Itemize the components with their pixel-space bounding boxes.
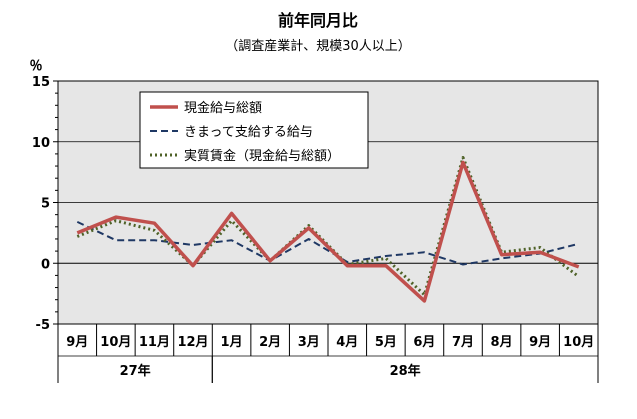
chart-subtitle: （調査産業計、規模30人以上） (225, 38, 411, 54)
y-tick-label: 0 (41, 257, 50, 272)
category-label: 9月 (529, 335, 551, 350)
category-label: 8月 (491, 335, 513, 350)
category-label: 4月 (336, 335, 358, 350)
y-tick-label: -5 (36, 318, 50, 333)
category-label: 10月 (563, 335, 594, 350)
year-label: 28年 (390, 363, 421, 379)
series-line (76, 220, 579, 266)
y-tick-label: 10 (32, 136, 50, 151)
y-tick-label: 5 (41, 197, 50, 212)
category-label: 12月 (177, 335, 208, 350)
category-label: 7月 (452, 335, 474, 350)
series-line (76, 160, 580, 303)
y-tick-label: 15 (32, 75, 50, 90)
year-label: 27年 (120, 363, 151, 379)
category-label: 11月 (139, 335, 170, 350)
category-label: 6月 (413, 335, 435, 350)
y-axis-ticks: -5 0 5 10 15 (32, 75, 58, 333)
category-table: 9月 10月 11月 12月 1月 2月 3月 4月 5月 6月 7月 8月 9月 10月 27年 28年 (57, 324, 599, 383)
category-label: 2月 (259, 335, 281, 350)
category-label: 9月 (66, 335, 88, 350)
y-axis-label: ％ (29, 59, 42, 74)
category-label: 3月 (298, 335, 320, 350)
chart-title: 前年同月比 (278, 11, 358, 30)
legend-label: 現金給与総額 (184, 100, 262, 116)
category-label: 1月 (221, 335, 243, 350)
category-label: 5月 (375, 335, 397, 350)
legend-label: きまって支給する給与 (184, 125, 313, 140)
legend-label: 実質賃金（現金給与総額） (184, 148, 340, 164)
category-label: 10月 (100, 335, 131, 350)
series-layer (76, 156, 580, 303)
